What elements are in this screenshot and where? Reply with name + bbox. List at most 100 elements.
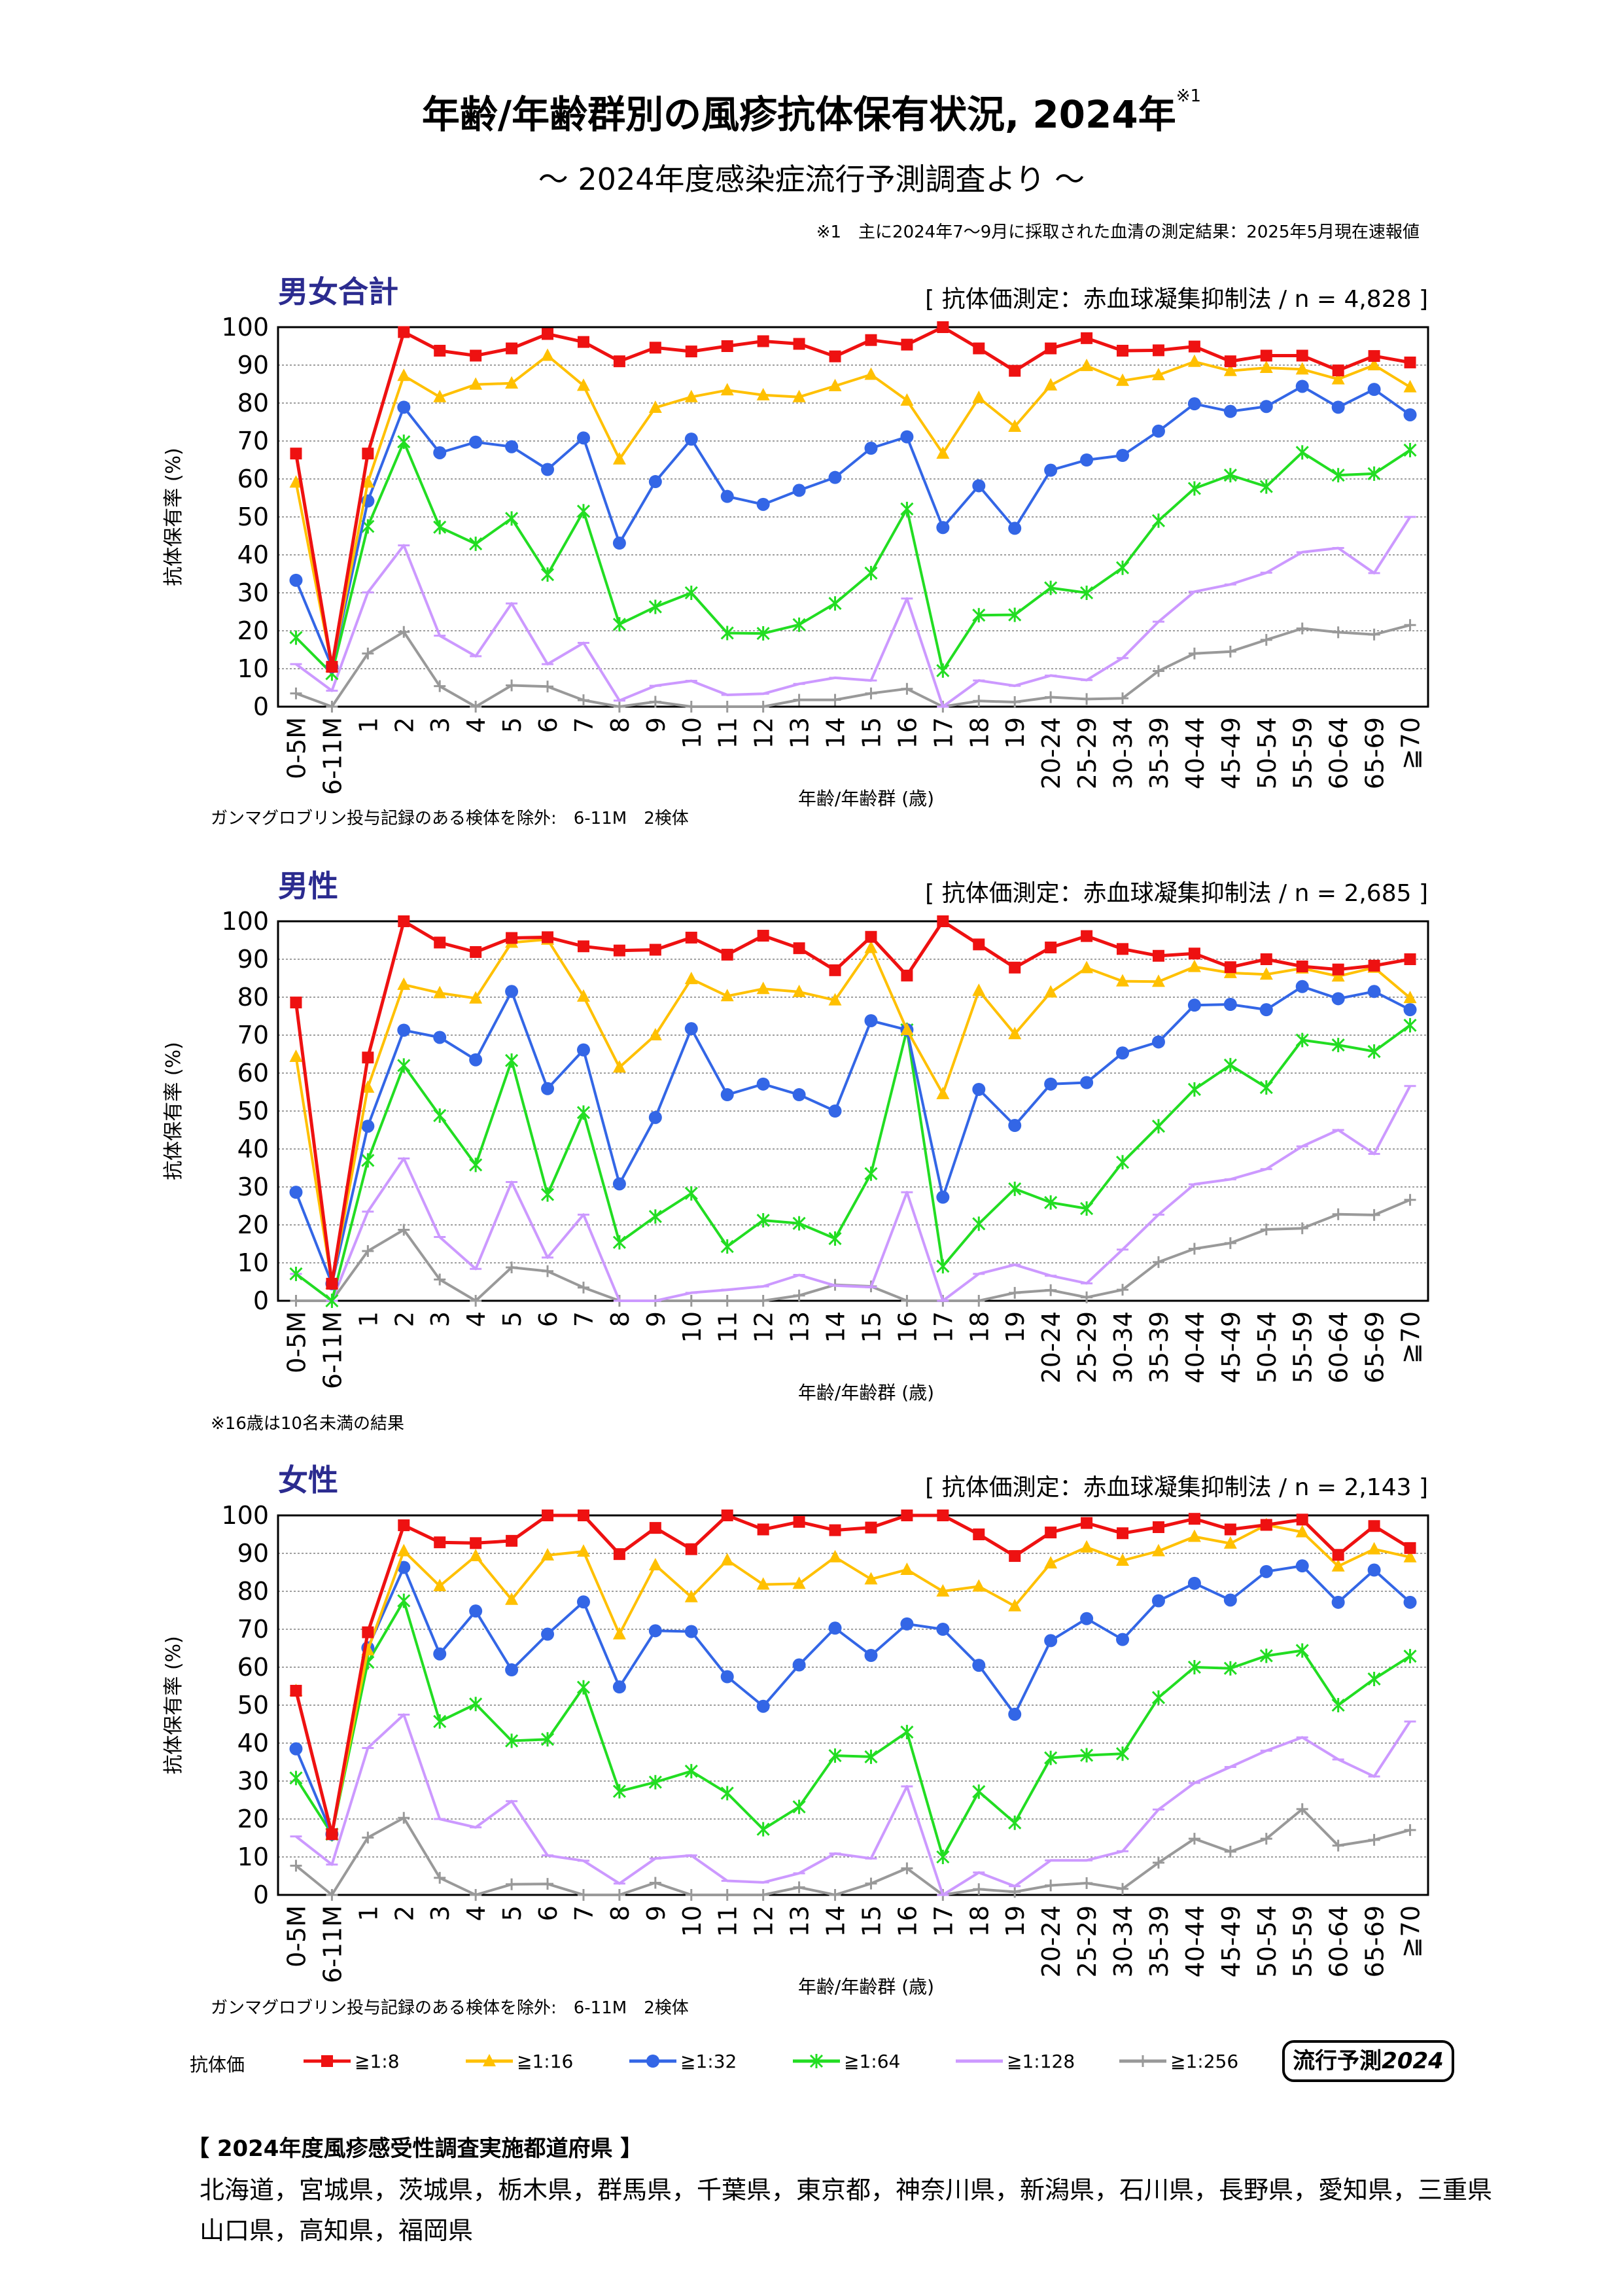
x-tick-label: 2 — [390, 1311, 419, 1327]
data-point-s64 — [361, 1153, 375, 1168]
data-point-s8 — [470, 349, 482, 362]
y-tick-label: 100 — [221, 907, 269, 936]
data-point-s8 — [829, 1524, 841, 1536]
data-point-s256 — [1188, 647, 1200, 660]
data-point-s8 — [1117, 344, 1129, 357]
data-point-s8 — [1152, 949, 1164, 962]
data-point-s32 — [648, 1110, 662, 1124]
data-point-s8 — [721, 949, 733, 961]
data-point-s8 — [793, 942, 805, 955]
data-point-s64 — [1008, 1815, 1022, 1830]
data-point-s256 — [1296, 1222, 1308, 1235]
x-tick-label: ≧70 — [1397, 1905, 1425, 1958]
footnote-total: ガンマグロブリン投与記録のある検体を除外: 6-11M 2検体 — [211, 809, 689, 828]
x-tick-label: 6 — [534, 717, 563, 733]
data-point-s64 — [792, 1799, 806, 1814]
data-point-s64 — [900, 501, 914, 516]
data-point-s32 — [1223, 998, 1237, 1012]
data-point-s8 — [1368, 350, 1380, 362]
data-point-s32 — [1403, 1595, 1417, 1609]
y-tick-label: 30 — [237, 578, 269, 607]
data-point-s64 — [1331, 1038, 1345, 1053]
series-s128 — [290, 516, 1416, 708]
data-point-s16 — [936, 1086, 950, 1099]
data-point-s16 — [433, 985, 447, 998]
data-point-s8 — [649, 1522, 661, 1534]
data-point-s8 — [649, 944, 661, 956]
data-point-s256 — [290, 687, 302, 699]
data-point-s64 — [540, 1732, 555, 1747]
data-point-s16 — [1044, 985, 1058, 998]
x-tick-label: 25-29 — [1073, 717, 1102, 789]
data-point-s8 — [685, 345, 697, 358]
y-axis-label: 抗体保有率 (%) — [162, 1042, 185, 1180]
x-tick-label: 18 — [965, 717, 994, 749]
x-tick-label: 14 — [822, 717, 850, 749]
data-point-s256 — [506, 679, 518, 692]
series-line-s8 — [294, 1513, 1411, 1836]
data-point-s64 — [972, 1784, 986, 1799]
data-point-s64 — [1187, 1660, 1201, 1674]
data-point-s16 — [576, 1544, 590, 1557]
data-point-s256 — [542, 1265, 554, 1277]
data-point-s64 — [469, 1697, 483, 1712]
data-point-s64 — [828, 596, 842, 611]
data-point-s64 — [864, 565, 878, 580]
data-point-s64 — [1115, 1746, 1130, 1761]
data-point-s256 — [326, 701, 338, 713]
data-point-s16 — [361, 475, 375, 488]
x-tick-label: 12 — [750, 1905, 778, 1937]
plot-frame — [277, 1514, 1429, 1896]
data-point-s256 — [542, 1878, 554, 1890]
data-point-s256 — [398, 1812, 410, 1824]
data-point-s64 — [1080, 1748, 1094, 1763]
data-point-s64 — [1115, 560, 1130, 575]
data-point-s256 — [865, 1877, 877, 1890]
data-point-s64 — [756, 626, 770, 641]
data-point-s8 — [1404, 953, 1416, 965]
x-tick-label: 18 — [965, 1311, 994, 1343]
data-point-s64 — [397, 1593, 411, 1608]
y-tick-label: 10 — [237, 1843, 269, 1871]
data-point-s16 — [828, 1549, 842, 1563]
data-point-s32 — [900, 430, 914, 444]
data-point-s16 — [1367, 358, 1381, 370]
data-point-s64 — [576, 1105, 591, 1120]
data-point-s16 — [1295, 1525, 1309, 1538]
data-point-s256 — [721, 1295, 733, 1307]
data-point-s256 — [1117, 1284, 1129, 1296]
data-point-s64 — [1080, 1201, 1094, 1216]
y-tick-label: 50 — [237, 503, 269, 531]
data-point-s8 — [721, 1510, 733, 1521]
prefectures-heading: 【 2024年度風疹感受性調査実施都道府県 】 — [187, 2136, 643, 2162]
data-point-s8 — [1224, 961, 1236, 974]
series-s32 — [289, 1559, 1417, 1841]
data-point-s64 — [828, 1231, 842, 1246]
data-point-s256 — [1404, 1193, 1416, 1206]
data-point-s256 — [1081, 1877, 1093, 1890]
data-point-s64 — [1151, 1119, 1166, 1134]
data-point-s16 — [361, 1080, 375, 1093]
data-point-s64 — [505, 511, 519, 526]
x-tick-label: 60-64 — [1325, 1905, 1353, 1977]
series-s32 — [289, 380, 1417, 674]
data-point-s8 — [1152, 344, 1164, 357]
x-tick-label: 50-54 — [1253, 1905, 1282, 1977]
data-point-s16 — [1331, 1559, 1345, 1572]
data-point-s256 — [1188, 1833, 1200, 1845]
data-point-s64 — [1259, 1648, 1273, 1663]
data-point-s64 — [289, 630, 303, 645]
title-note-mark: ※1 — [1176, 86, 1202, 106]
data-point-s32 — [576, 431, 590, 445]
data-point-s32 — [720, 1088, 734, 1102]
data-point-s32 — [1151, 424, 1165, 438]
data-point-s64 — [720, 1239, 734, 1254]
data-point-s32 — [397, 400, 411, 414]
data-point-s256 — [1296, 1803, 1308, 1815]
x-tick-label: 20-24 — [1037, 1905, 1066, 1977]
data-point-s8 — [542, 1510, 554, 1521]
data-point-s32 — [1403, 1003, 1417, 1017]
data-point-s32 — [1259, 1003, 1273, 1017]
y-tick-label: 100 — [221, 313, 269, 342]
